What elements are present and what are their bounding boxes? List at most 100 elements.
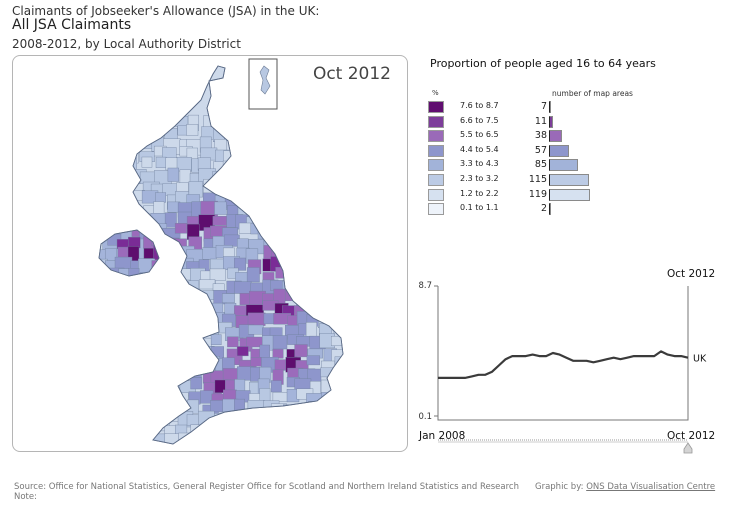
map-district	[131, 290, 145, 301]
map-district	[305, 443, 324, 444]
map-district	[129, 434, 147, 444]
map-panel[interactable]: Oct 2012	[12, 55, 408, 452]
map-district	[153, 300, 168, 314]
map-district	[126, 137, 139, 150]
map-district	[259, 168, 271, 180]
map-district	[333, 138, 343, 149]
map-district	[258, 148, 275, 159]
map-district	[308, 426, 323, 442]
map-district	[297, 204, 313, 215]
map-district	[129, 360, 148, 375]
map-district	[237, 238, 249, 250]
map-district	[345, 268, 355, 283]
map-district	[335, 303, 343, 314]
map-district	[348, 328, 359, 338]
credit-link[interactable]: ONS Data Visualisation Centre	[586, 482, 716, 492]
map-district	[335, 422, 343, 434]
map-district	[320, 123, 335, 135]
map-district	[164, 335, 182, 353]
map-district	[239, 114, 254, 128]
map-district	[186, 322, 201, 339]
map-district	[222, 293, 235, 303]
legend-count: 85	[534, 159, 547, 171]
map-district	[272, 348, 284, 359]
map-district	[129, 323, 145, 338]
map-district	[305, 227, 322, 242]
map-district	[150, 359, 164, 373]
map-district	[212, 170, 229, 182]
map-district	[104, 366, 116, 377]
map-district	[342, 205, 343, 219]
legend-range: 7.6 to 8.7	[460, 101, 499, 110]
map-district	[127, 116, 139, 131]
map-district	[344, 129, 355, 140]
map-district	[191, 299, 210, 315]
shetland-inset	[248, 58, 278, 110]
map-district	[114, 327, 128, 343]
map-district	[103, 377, 117, 390]
map-district	[164, 260, 177, 271]
map-district	[99, 304, 112, 321]
map-district	[166, 245, 182, 260]
map-district	[163, 371, 177, 385]
map-district	[99, 184, 106, 200]
map-district	[116, 217, 130, 232]
map-district	[129, 390, 141, 403]
map-district	[234, 421, 252, 436]
legend-count: 57	[534, 144, 547, 156]
map-district	[153, 313, 170, 328]
map-district	[345, 424, 357, 436]
map-district	[107, 213, 124, 225]
map-district	[223, 444, 239, 451]
map-district	[129, 347, 146, 364]
map-district	[115, 347, 130, 358]
map-district	[117, 291, 129, 307]
legend-row: 7.6 to 8.7 7	[428, 100, 708, 114]
map-district	[330, 189, 343, 205]
map-district	[343, 369, 357, 380]
map-district	[294, 448, 311, 451]
legend-count: 7	[540, 101, 547, 112]
map-district	[154, 381, 168, 397]
timeline-end-label: Oct 2012	[667, 430, 716, 442]
map-district	[284, 411, 302, 426]
map-district	[116, 124, 130, 137]
map-district	[103, 137, 118, 149]
legend-count-bar	[549, 188, 590, 201]
map-district	[283, 404, 301, 420]
map-district	[335, 410, 343, 424]
map-district	[140, 272, 152, 286]
legend-row: 0.1 to 1.1 2	[428, 202, 708, 216]
map-district	[306, 434, 322, 444]
map-district	[213, 161, 232, 178]
map-district	[141, 337, 156, 353]
map-district	[346, 240, 360, 256]
map-district	[99, 431, 102, 444]
map-district	[310, 268, 329, 285]
uk-map[interactable]	[13, 56, 407, 451]
map-district	[115, 303, 130, 319]
map-district	[103, 182, 117, 198]
map-district	[99, 410, 102, 426]
map-district	[346, 148, 361, 158]
map-district	[347, 292, 358, 303]
map-district	[282, 448, 293, 451]
map-district	[273, 421, 291, 438]
map-district	[214, 413, 229, 430]
map-district	[311, 192, 330, 206]
map-district	[247, 425, 264, 435]
map-district	[150, 348, 162, 365]
map-district	[209, 268, 226, 281]
map-district	[176, 156, 192, 172]
map-district	[99, 366, 111, 378]
map-district	[117, 246, 130, 258]
map-district	[234, 171, 247, 184]
map-district	[283, 432, 300, 444]
map-district	[320, 379, 338, 393]
note-text: Note:	[14, 492, 37, 502]
map-district	[151, 324, 165, 338]
legend-swatch	[428, 144, 444, 157]
map-district	[270, 235, 286, 249]
map-district	[118, 400, 133, 413]
map-district	[311, 179, 328, 194]
